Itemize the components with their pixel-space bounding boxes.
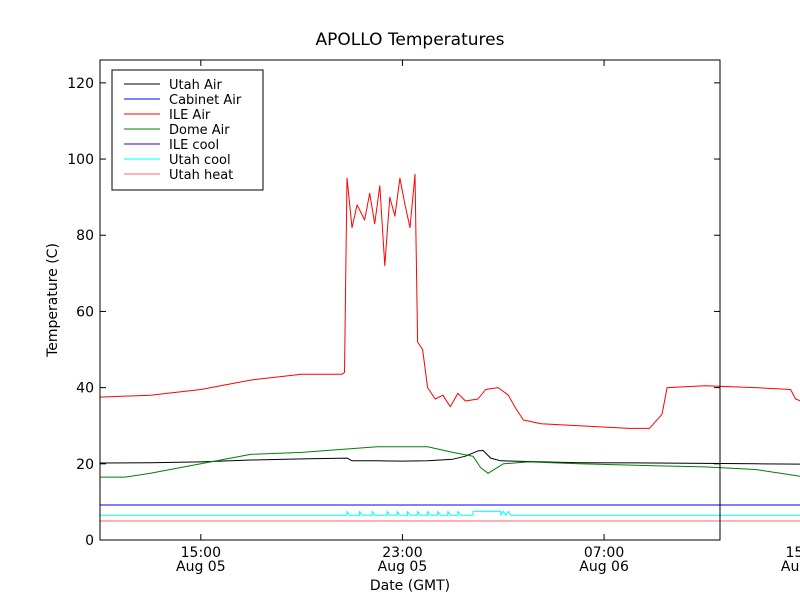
y-tick-label: 100 [67,152,94,168]
legend-label: ILE Air [169,108,211,123]
x-tick-label-time: 23:00 [382,545,422,561]
x-tick-label-date: Aug 06 [781,559,800,575]
legend-label: Cabinet Air [169,93,242,108]
y-tick-label: 40 [76,381,94,397]
legend-label: Dome Air [169,123,230,138]
x-tick-label-time: 15:00 [181,545,221,561]
y-tick-label: 60 [76,304,94,320]
series-line-utah-cool [100,510,800,516]
x-tick-label-time: 07:00 [584,545,624,561]
series-line-ile-air [99,173,800,429]
series-line-dome-air [100,446,800,478]
x-axis-label: Date (GMT) [370,578,450,594]
legend-label: ILE cool [169,138,219,153]
series-layer [99,173,800,522]
y-tick-label: 0 [85,533,94,549]
x-tick-label-time: 15:00 [786,545,800,561]
y-axis: 0 20 40 60 80 100 120 [67,76,720,549]
chart-title: APOLLO Temperatures [316,30,505,50]
x-tick-label-date: Aug 05 [378,559,428,575]
plot-frame [99,59,721,541]
series-line-utah-air [99,450,800,465]
legend-box [111,69,264,191]
legend-label: Utah cool [169,153,231,168]
legend-label: Utah Air [169,78,222,93]
y-tick-label: 80 [76,228,94,244]
y-axis-label: Temperature (C) [45,243,61,358]
x-tick-label-date: Aug 05 [176,559,226,575]
y-tick-label: 20 [76,457,94,473]
legend-label: Utah heat [169,168,233,183]
y-tick-label: 120 [67,76,94,92]
x-tick-label-date: Aug 06 [579,559,629,575]
